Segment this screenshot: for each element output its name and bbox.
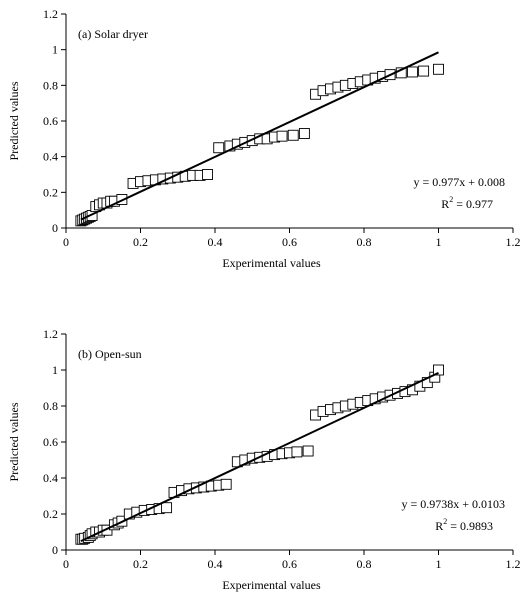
x-axis-title: Experimental values — [222, 256, 321, 270]
x-tick-label: 0 — [63, 235, 69, 249]
r-squared-superscript: 2 — [449, 195, 453, 204]
x-tick-label: 0 — [63, 557, 69, 571]
y-tick-label: 0.2 — [43, 507, 58, 521]
data-point — [433, 364, 444, 376]
r-squared-value: = 0.977 — [453, 197, 493, 211]
regression-equation: y = 0.9738x + 0.0103 — [401, 497, 505, 511]
data-point — [302, 445, 314, 457]
panel-label: (a) Solar dryer — [78, 27, 148, 41]
data-point — [433, 63, 444, 75]
data-point — [213, 142, 225, 154]
x-tick-label: 1.2 — [506, 557, 520, 571]
x-tick-label: 0.4 — [208, 557, 223, 571]
y-tick-label: 0.6 — [43, 114, 58, 128]
y-axis-title: Predicted values — [7, 81, 21, 160]
y-tick-label: 1.2 — [43, 7, 58, 21]
y-tick-label: 0.8 — [43, 399, 58, 413]
x-tick-label: 0.2 — [133, 557, 148, 571]
trendline — [80, 51, 439, 221]
data-point — [291, 446, 303, 458]
panel-label: (b) Open-sun — [78, 347, 142, 361]
data-point — [276, 130, 288, 142]
data-point — [418, 65, 430, 77]
y-tick-label: 1 — [52, 43, 58, 57]
x-tick-label: 1 — [436, 235, 442, 249]
y-tick-label: 1.2 — [43, 327, 58, 341]
y-tick-label: 0.4 — [43, 471, 58, 485]
regression-equation: y = 0.977x + 0.008 — [413, 175, 505, 189]
data-point — [406, 66, 418, 78]
r-squared-superscript: 2 — [443, 517, 447, 526]
data-point — [202, 169, 214, 180]
r-squared: R2 = 0.9893 — [435, 517, 493, 533]
x-tick-label: 0.4 — [208, 235, 223, 249]
y-tick-label: 0.6 — [43, 435, 58, 449]
trendline — [80, 371, 439, 543]
y-axis-title: Predicted values — [7, 402, 21, 481]
x-tick-label: 0.6 — [282, 235, 297, 249]
x-tick-label: 1.2 — [506, 235, 520, 249]
x-tick-label: 0.8 — [357, 557, 372, 571]
r-squared-label: R — [441, 197, 449, 211]
y-tick-label: 0 — [52, 543, 58, 557]
x-axis-title: Experimental values — [222, 578, 321, 592]
chart-panel-b: 0 0.2 0.4 0.6 0.8 1 1.2 0 0.2 0.4 0.6 0.8 1 1.2 Experi… — [7, 327, 520, 592]
r-squared: R2 = 0.977 — [441, 195, 493, 211]
x-tick-label: 0.8 — [357, 235, 372, 249]
r-squared-value: = 0.9893 — [447, 519, 493, 533]
y-tick-label: 0.4 — [43, 150, 58, 164]
data-point — [220, 478, 232, 490]
y-tick-label: 1 — [52, 363, 58, 377]
x-tick-label: 0.6 — [282, 557, 297, 571]
chart-panel-a: 0 0.2 0.4 0.6 0.8 1 1.2 0 0.2 0.4 0.6 0.8 1 1.2 Experi… — [7, 7, 520, 270]
y-tick-label: 0 — [52, 221, 58, 235]
x-tick-label: 1 — [436, 557, 442, 571]
data-point — [287, 129, 299, 141]
data-point — [298, 128, 310, 139]
x-tick-label: 0.2 — [133, 235, 148, 249]
y-tick-label: 0.8 — [43, 78, 58, 92]
y-tick-label: 0.2 — [43, 185, 58, 199]
data-point — [161, 502, 173, 514]
r-squared-label: R — [435, 519, 443, 533]
